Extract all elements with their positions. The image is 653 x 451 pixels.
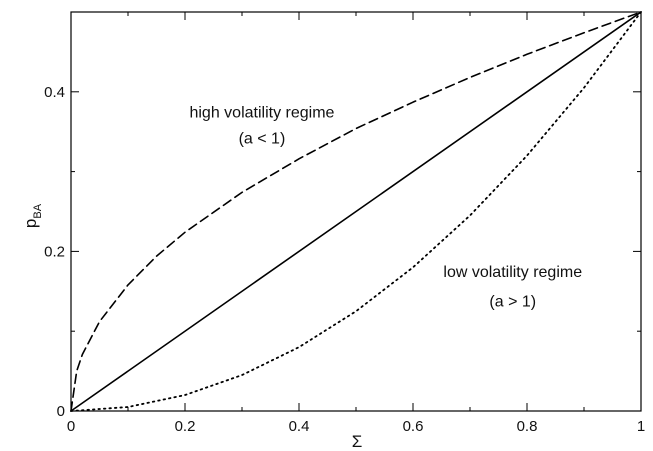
series-line-dashed bbox=[70, 11, 642, 412]
series-line-solid bbox=[70, 11, 642, 412]
y-axis-label-main: p bbox=[21, 219, 40, 228]
annotation: (a > 1) bbox=[489, 293, 536, 310]
x-tick-label: 0.8 bbox=[517, 418, 538, 435]
x-axis-label: Σ bbox=[352, 432, 363, 451]
x-tick-label: 0 bbox=[67, 418, 75, 435]
annotation: low volatility regime bbox=[443, 264, 582, 281]
x-tick-label: 0.4 bbox=[289, 418, 310, 435]
x-tick-label: 0.6 bbox=[403, 418, 424, 435]
series-line-dotted bbox=[70, 11, 642, 412]
y-axis-label-sub: BA bbox=[32, 203, 44, 218]
annotation: high volatility regime bbox=[189, 104, 334, 121]
y-axis-label: pBA bbox=[21, 203, 44, 228]
x-tick-label: 0.2 bbox=[175, 418, 196, 435]
y-tick-label: 0 bbox=[57, 403, 65, 420]
annotation: (a < 1) bbox=[239, 131, 286, 148]
y-tick-label: 0.4 bbox=[44, 84, 65, 101]
y-tick-label: 0.2 bbox=[44, 243, 65, 260]
x-tick-label: 1 bbox=[637, 418, 645, 435]
